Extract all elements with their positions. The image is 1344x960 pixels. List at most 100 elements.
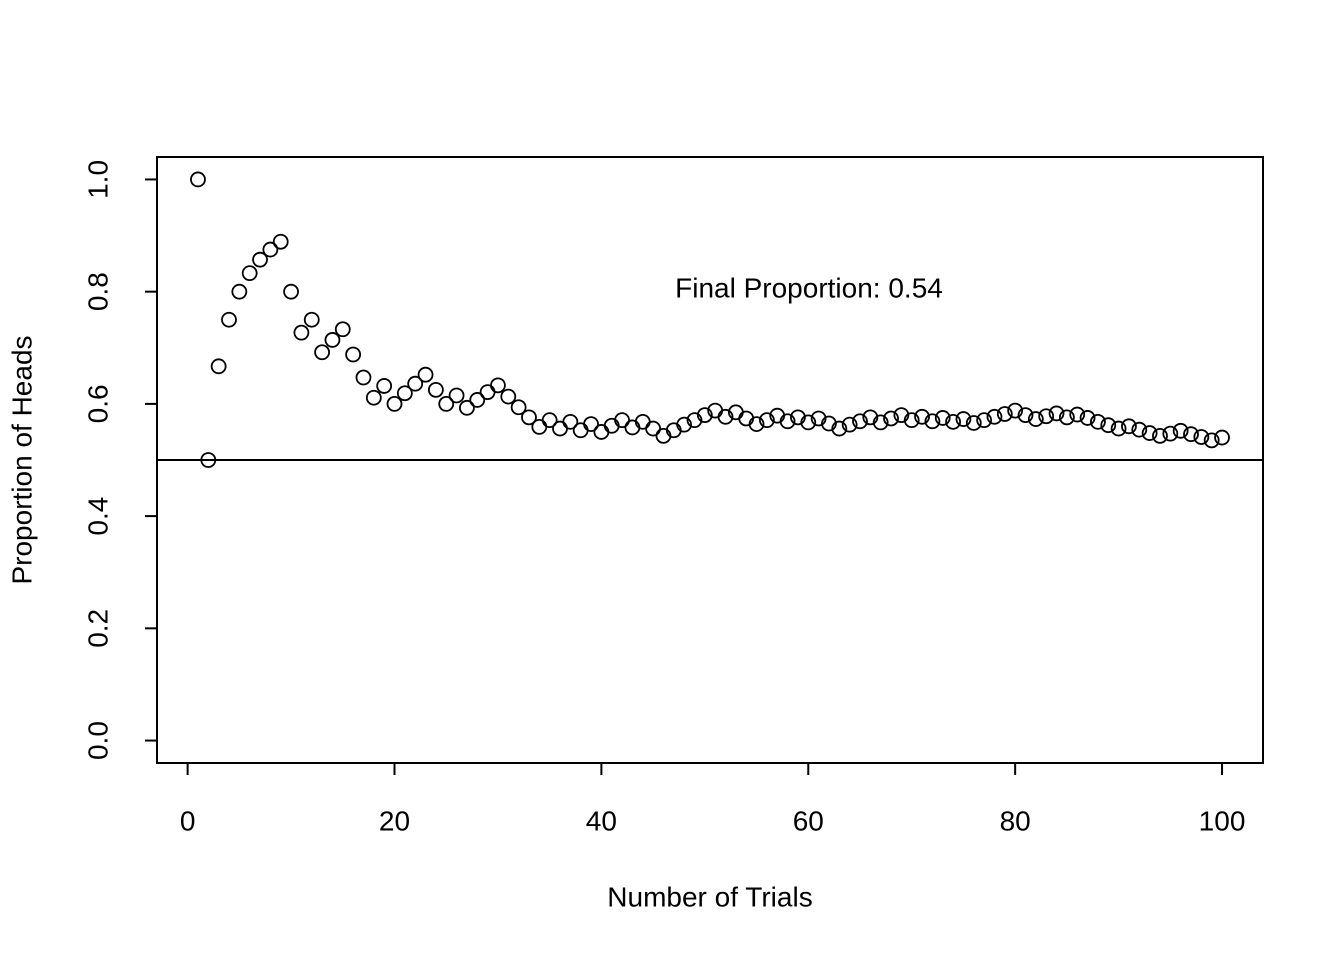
point (852, 413, 868, 430)
point (469, 392, 486, 408)
point (355, 369, 372, 386)
point (955, 411, 972, 427)
point (190, 171, 206, 188)
point (996, 406, 1013, 422)
point (386, 395, 403, 412)
point (1017, 407, 1034, 424)
point (810, 410, 827, 427)
point (593, 424, 610, 440)
point (283, 283, 299, 300)
point (717, 408, 734, 425)
point (872, 414, 889, 431)
y-tick-label: 0.0 (82, 721, 113, 760)
point (1162, 425, 1179, 442)
point (1090, 413, 1106, 430)
point (976, 412, 993, 429)
point (241, 265, 258, 282)
point (924, 413, 941, 430)
point (1007, 402, 1024, 419)
x-tick-label: 40 (586, 805, 617, 836)
point (914, 408, 930, 425)
point (1038, 408, 1055, 425)
y-tick-label: 0.8 (82, 272, 113, 311)
point (583, 416, 599, 432)
point (479, 384, 496, 401)
point (790, 409, 806, 426)
point (862, 409, 879, 426)
point (1110, 420, 1127, 437)
point (934, 410, 951, 426)
point (417, 366, 434, 383)
point (1048, 405, 1065, 422)
y-tick-label: 0.4 (82, 497, 113, 536)
point (1141, 425, 1158, 441)
point (376, 378, 393, 394)
point (490, 377, 506, 394)
point (1193, 429, 1210, 445)
point (841, 416, 858, 433)
point (314, 344, 330, 361)
annotation: Final Proportion: 0.54 (675, 272, 943, 303)
point (572, 422, 589, 439)
point (821, 415, 837, 432)
point (800, 414, 817, 431)
point (965, 415, 982, 431)
point (831, 420, 848, 437)
point (779, 413, 796, 430)
point (686, 412, 703, 429)
point (459, 399, 475, 416)
point (407, 375, 424, 392)
point (1183, 426, 1199, 443)
point (365, 389, 382, 406)
x-tick-label: 0 (180, 805, 196, 836)
point (1100, 417, 1117, 434)
point (303, 311, 320, 328)
point (696, 407, 713, 424)
y-tick-label: 0.2 (82, 609, 113, 648)
point (324, 332, 341, 348)
point (1152, 427, 1168, 444)
point (1121, 418, 1137, 435)
point (758, 412, 775, 429)
point (1214, 429, 1230, 446)
point (1079, 410, 1096, 426)
point (1172, 422, 1189, 439)
point (396, 385, 413, 402)
point (252, 251, 268, 268)
point (334, 321, 351, 338)
x-axis-title: Number of Trials (607, 881, 812, 912)
point (676, 416, 693, 433)
point (500, 388, 517, 405)
point (210, 358, 227, 375)
point (748, 416, 765, 432)
point (231, 283, 248, 300)
y-tick-label: 0.6 (82, 384, 113, 423)
x-tick-label: 80 (1000, 805, 1031, 836)
point (448, 387, 465, 404)
point (293, 324, 310, 341)
x-tick-label: 20 (379, 805, 410, 836)
point (645, 420, 662, 437)
point (945, 413, 961, 430)
point (438, 395, 455, 412)
point (614, 412, 630, 429)
x-tick-label: 100 (1199, 805, 1246, 836)
point (883, 410, 899, 427)
point (531, 418, 548, 435)
x-tick-label: 60 (793, 805, 824, 836)
point (200, 452, 217, 468)
point (1027, 411, 1044, 427)
point (1058, 409, 1075, 426)
point (1203, 432, 1220, 449)
point (562, 413, 579, 430)
y-axis-title: Proportion of Heads (6, 335, 37, 584)
point (345, 346, 362, 363)
point (510, 399, 527, 416)
point (521, 409, 537, 426)
point (893, 407, 910, 424)
point (221, 311, 237, 328)
point (427, 381, 444, 398)
point (262, 241, 279, 258)
point (552, 420, 568, 437)
